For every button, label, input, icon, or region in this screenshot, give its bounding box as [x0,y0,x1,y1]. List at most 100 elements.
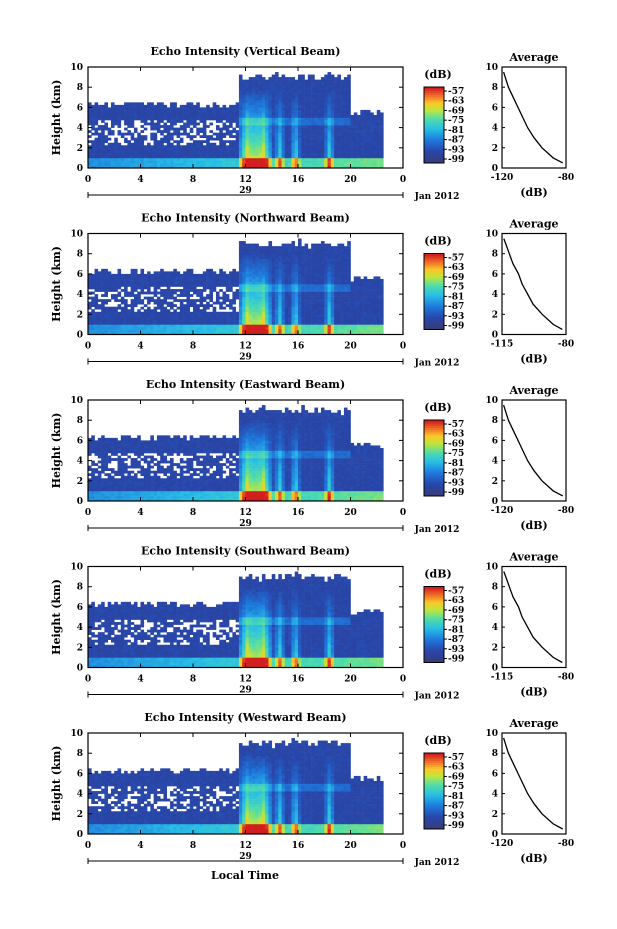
heatmap-cell [156,122,161,126]
heatmap-cell [166,271,171,275]
heatmap-cell [294,311,299,315]
heatmap-cell [294,324,299,328]
heatmap-cell [340,97,345,101]
heatmap-cell [133,304,138,308]
heatmap-cell [130,309,135,313]
heatmap-cell [340,246,345,249]
heatmap-cell [314,94,318,98]
heatmap-cell [179,299,184,302]
heatmap-cell [294,296,299,300]
heatmap-cell [222,278,227,282]
heatmap-cell [202,117,207,121]
heatmap-cell [160,109,164,113]
heatmap-cell [163,127,168,131]
heatmap-cell [366,142,371,146]
heatmap-cell [307,160,312,164]
heatmap-cell [304,89,309,93]
heatmap-cell [294,304,299,308]
heatmap-cell [179,145,184,149]
heatmap-cell [284,157,289,161]
colorbar-segment [424,155,444,158]
heatmap-cell [343,84,348,88]
heatmap-cell [104,278,108,282]
heatmap-cell [284,329,289,333]
heatmap-cell [183,281,187,285]
heatmap-cell [268,273,273,277]
heatmap-cell [189,289,194,292]
heatmap-cell [304,271,309,275]
heatmap-cell [320,152,325,156]
heatmap-cell [317,155,322,159]
heatmap-cell [284,271,289,275]
heatmap-cell [252,162,256,166]
heatmap-cell [238,87,243,91]
heatmap-cell [265,263,269,267]
heatmap-cell [301,87,305,91]
heatmap-cell [347,127,351,131]
heatmap-cell [212,273,217,277]
heatmap-cell [110,278,115,282]
heatmap-cell [153,289,158,292]
heatmap-cell [101,314,105,318]
heatmap-cell [114,284,118,287]
heatmap-cell [380,324,384,328]
heatmap-cell [114,152,118,156]
heatmap-cell [363,162,368,166]
heatmap-cell [281,248,286,252]
heatmap-cell [298,155,302,159]
heatmap-cell [94,160,99,164]
heatmap-cell [206,304,210,308]
heatmap-cell [340,289,345,292]
heatmap-cell [104,321,108,325]
heatmap-cell [199,311,204,315]
heatmap-cell [196,145,200,149]
heatmap-cell [255,304,259,308]
heatmap-cell [219,314,223,318]
heatmap-cell [347,268,351,272]
heatmap-cell [301,299,305,302]
heatmap-cell [304,286,309,290]
heatmap-cell [245,299,250,302]
heatmap-cell [340,329,345,333]
heatmap-cell [140,142,145,146]
colorbar-tick-label: -57 [448,87,464,97]
heatmap-cell [340,268,345,272]
heatmap-cell [215,104,220,108]
heatmap-cell [320,321,325,325]
heatmap-cell [307,291,312,295]
heatmap-cell [363,152,368,156]
heatmap-cell [340,258,345,262]
heatmap-cell [291,289,296,292]
heatmap-cell [94,324,99,328]
heatmap-cell [235,132,240,136]
heatmap-cell [117,329,122,333]
heatmap-cell [366,130,371,133]
heatmap-cell [150,102,154,106]
heatmap-cell [183,284,187,287]
heatmap-cell [343,253,348,257]
heatmap-cell [229,104,233,108]
heatmap-cell [173,155,177,159]
heatmap-cell [130,122,135,126]
heatmap-cell [248,120,253,123]
heatmap-cell [133,278,138,282]
heatmap-cell [143,278,148,282]
heatmap-cell [340,314,345,318]
heatmap-cell [278,324,282,328]
heatmap-cell [163,152,168,156]
heatmap-cell [124,311,128,315]
heatmap-cell [324,256,328,260]
heatmap-cell [199,276,204,280]
heatmap-cell [298,107,302,111]
heatmap-cell [173,165,177,169]
heatmap-cell [288,278,292,282]
heatmap-cell [120,326,125,330]
heatmap-cell [320,289,325,292]
heatmap-cell [268,150,273,154]
heatmap-cell [357,299,361,302]
heatmap-cell [357,324,361,328]
heatmap-cell [268,152,273,156]
heatmap-cell [238,284,243,287]
heatmap-cell [229,114,233,118]
heatmap-cell [101,150,105,154]
